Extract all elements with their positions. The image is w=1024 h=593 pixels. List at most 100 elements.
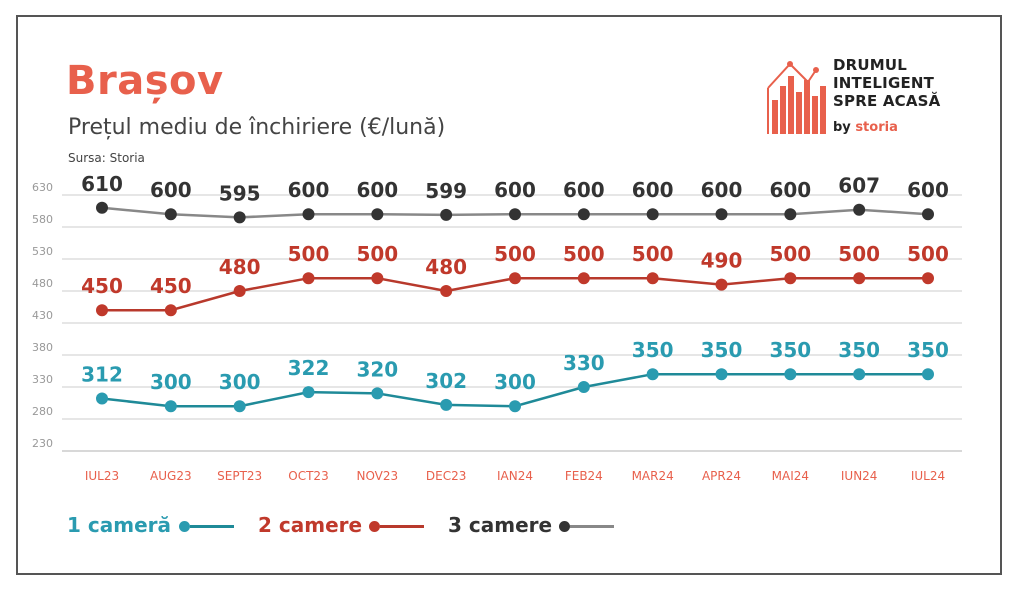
data-label: 600 — [288, 178, 330, 202]
data-label: 350 — [907, 338, 949, 362]
x-tick-label: IUN24 — [841, 469, 878, 483]
logo-house-bars-icon — [767, 61, 826, 134]
logo-line-1: DRUMUL — [833, 56, 908, 74]
data-point — [164, 208, 177, 221]
data-point — [509, 208, 521, 221]
data-label: 350 — [701, 338, 743, 362]
data-label: 599 — [425, 179, 467, 203]
data-label: 322 — [288, 356, 330, 380]
legend-3-camere-line — [570, 525, 614, 528]
data-point — [853, 368, 866, 381]
data-point — [440, 398, 453, 411]
data-label: 350 — [769, 338, 811, 362]
data-point — [233, 285, 246, 297]
data-label: 330 — [563, 351, 605, 375]
x-tick-label: IUL24 — [911, 469, 945, 483]
data-label: 480 — [219, 255, 261, 279]
data-point — [922, 208, 934, 221]
data-point — [371, 272, 384, 285]
data-label: 450 — [150, 274, 192, 298]
y-tick-label: 580 — [32, 213, 53, 226]
data-label: 300 — [150, 370, 192, 394]
data-point — [509, 400, 521, 413]
y-tick-label: 330 — [32, 373, 53, 386]
data-point — [164, 400, 177, 413]
legend-3-camere-dot — [559, 521, 570, 532]
data-point — [646, 272, 659, 285]
data-point — [96, 304, 108, 317]
x-tick-label: IAN24 — [497, 469, 533, 483]
data-point — [233, 400, 246, 413]
data-point — [784, 208, 797, 221]
x-tick-label: MAR24 — [632, 469, 674, 483]
x-tick-label: MAI24 — [772, 469, 809, 483]
y-tick-label: 530 — [32, 245, 53, 258]
data-point — [509, 272, 521, 285]
data-label: 500 — [494, 242, 536, 266]
data-label: 500 — [288, 242, 330, 266]
logo-line-2: INTELIGENT — [833, 74, 935, 92]
legend-2-camere-label: 2 camere — [258, 513, 363, 537]
logo-text: DRUMUL INTELIGENT SPRE ACASĂ — [833, 56, 940, 110]
data-label: 600 — [150, 178, 192, 202]
data-point — [577, 381, 590, 393]
data-point — [715, 368, 728, 381]
data-label: 300 — [494, 370, 536, 394]
legend-1-camera-line — [190, 525, 234, 528]
data-point — [302, 208, 315, 221]
chart-title: Brașov — [66, 58, 224, 104]
data-label: 607 — [838, 174, 880, 198]
data-point — [922, 368, 934, 381]
data-point — [646, 208, 659, 221]
logo-by-label: by — [833, 120, 851, 135]
x-tick-label: AUG23 — [150, 469, 192, 483]
data-point — [302, 272, 315, 285]
data-label: 350 — [838, 338, 880, 362]
data-label: 312 — [81, 363, 123, 387]
data-point — [302, 386, 315, 399]
chart-subtitle: Prețul mediu de închiriere (€/lună) — [68, 115, 446, 140]
y-tick-label: 230 — [32, 437, 53, 450]
y-tick-label: 380 — [32, 341, 53, 354]
source-note: Sursa: Storia — [68, 151, 145, 165]
data-label: 600 — [494, 178, 536, 202]
data-label: 300 — [219, 370, 261, 394]
data-label: 320 — [356, 357, 398, 381]
x-tick-label: DEC23 — [426, 469, 466, 483]
x-tick-label: OCT23 — [288, 469, 328, 483]
x-tick-label: IUL23 — [85, 469, 119, 483]
data-label: 480 — [425, 255, 467, 279]
data-point — [577, 272, 590, 285]
data-label: 600 — [356, 178, 398, 202]
data-point — [853, 203, 866, 216]
data-label: 500 — [838, 242, 880, 266]
x-tick-label: FEB24 — [565, 469, 603, 483]
legend-1-camera-dot — [179, 521, 190, 532]
data-label: 600 — [769, 178, 811, 202]
data-point — [715, 208, 728, 221]
data-point — [922, 272, 934, 285]
data-point — [164, 304, 177, 317]
legend-2-camere-dot — [369, 521, 380, 532]
data-label: 600 — [563, 178, 605, 202]
data-point — [440, 208, 453, 221]
x-tick-label: SEPT23 — [217, 469, 262, 483]
legend-3-camere-label: 3 camere — [448, 513, 553, 537]
data-label: 595 — [219, 181, 261, 205]
data-point — [440, 285, 453, 297]
data-label: 490 — [701, 249, 743, 273]
data-point — [96, 201, 108, 214]
data-point — [96, 392, 108, 405]
data-point — [784, 368, 797, 381]
y-tick-label: 430 — [32, 309, 53, 322]
chart-frame — [16, 15, 1002, 575]
logo-line-3: SPRE ACASĂ — [833, 92, 941, 110]
x-tick-label: NOV23 — [356, 469, 398, 483]
data-label: 500 — [632, 242, 674, 266]
data-label: 600 — [632, 178, 674, 202]
y-tick-label: 630 — [32, 181, 53, 194]
y-tick-label: 480 — [32, 277, 53, 290]
data-label: 500 — [356, 242, 398, 266]
logo-brand: storia — [855, 120, 898, 135]
